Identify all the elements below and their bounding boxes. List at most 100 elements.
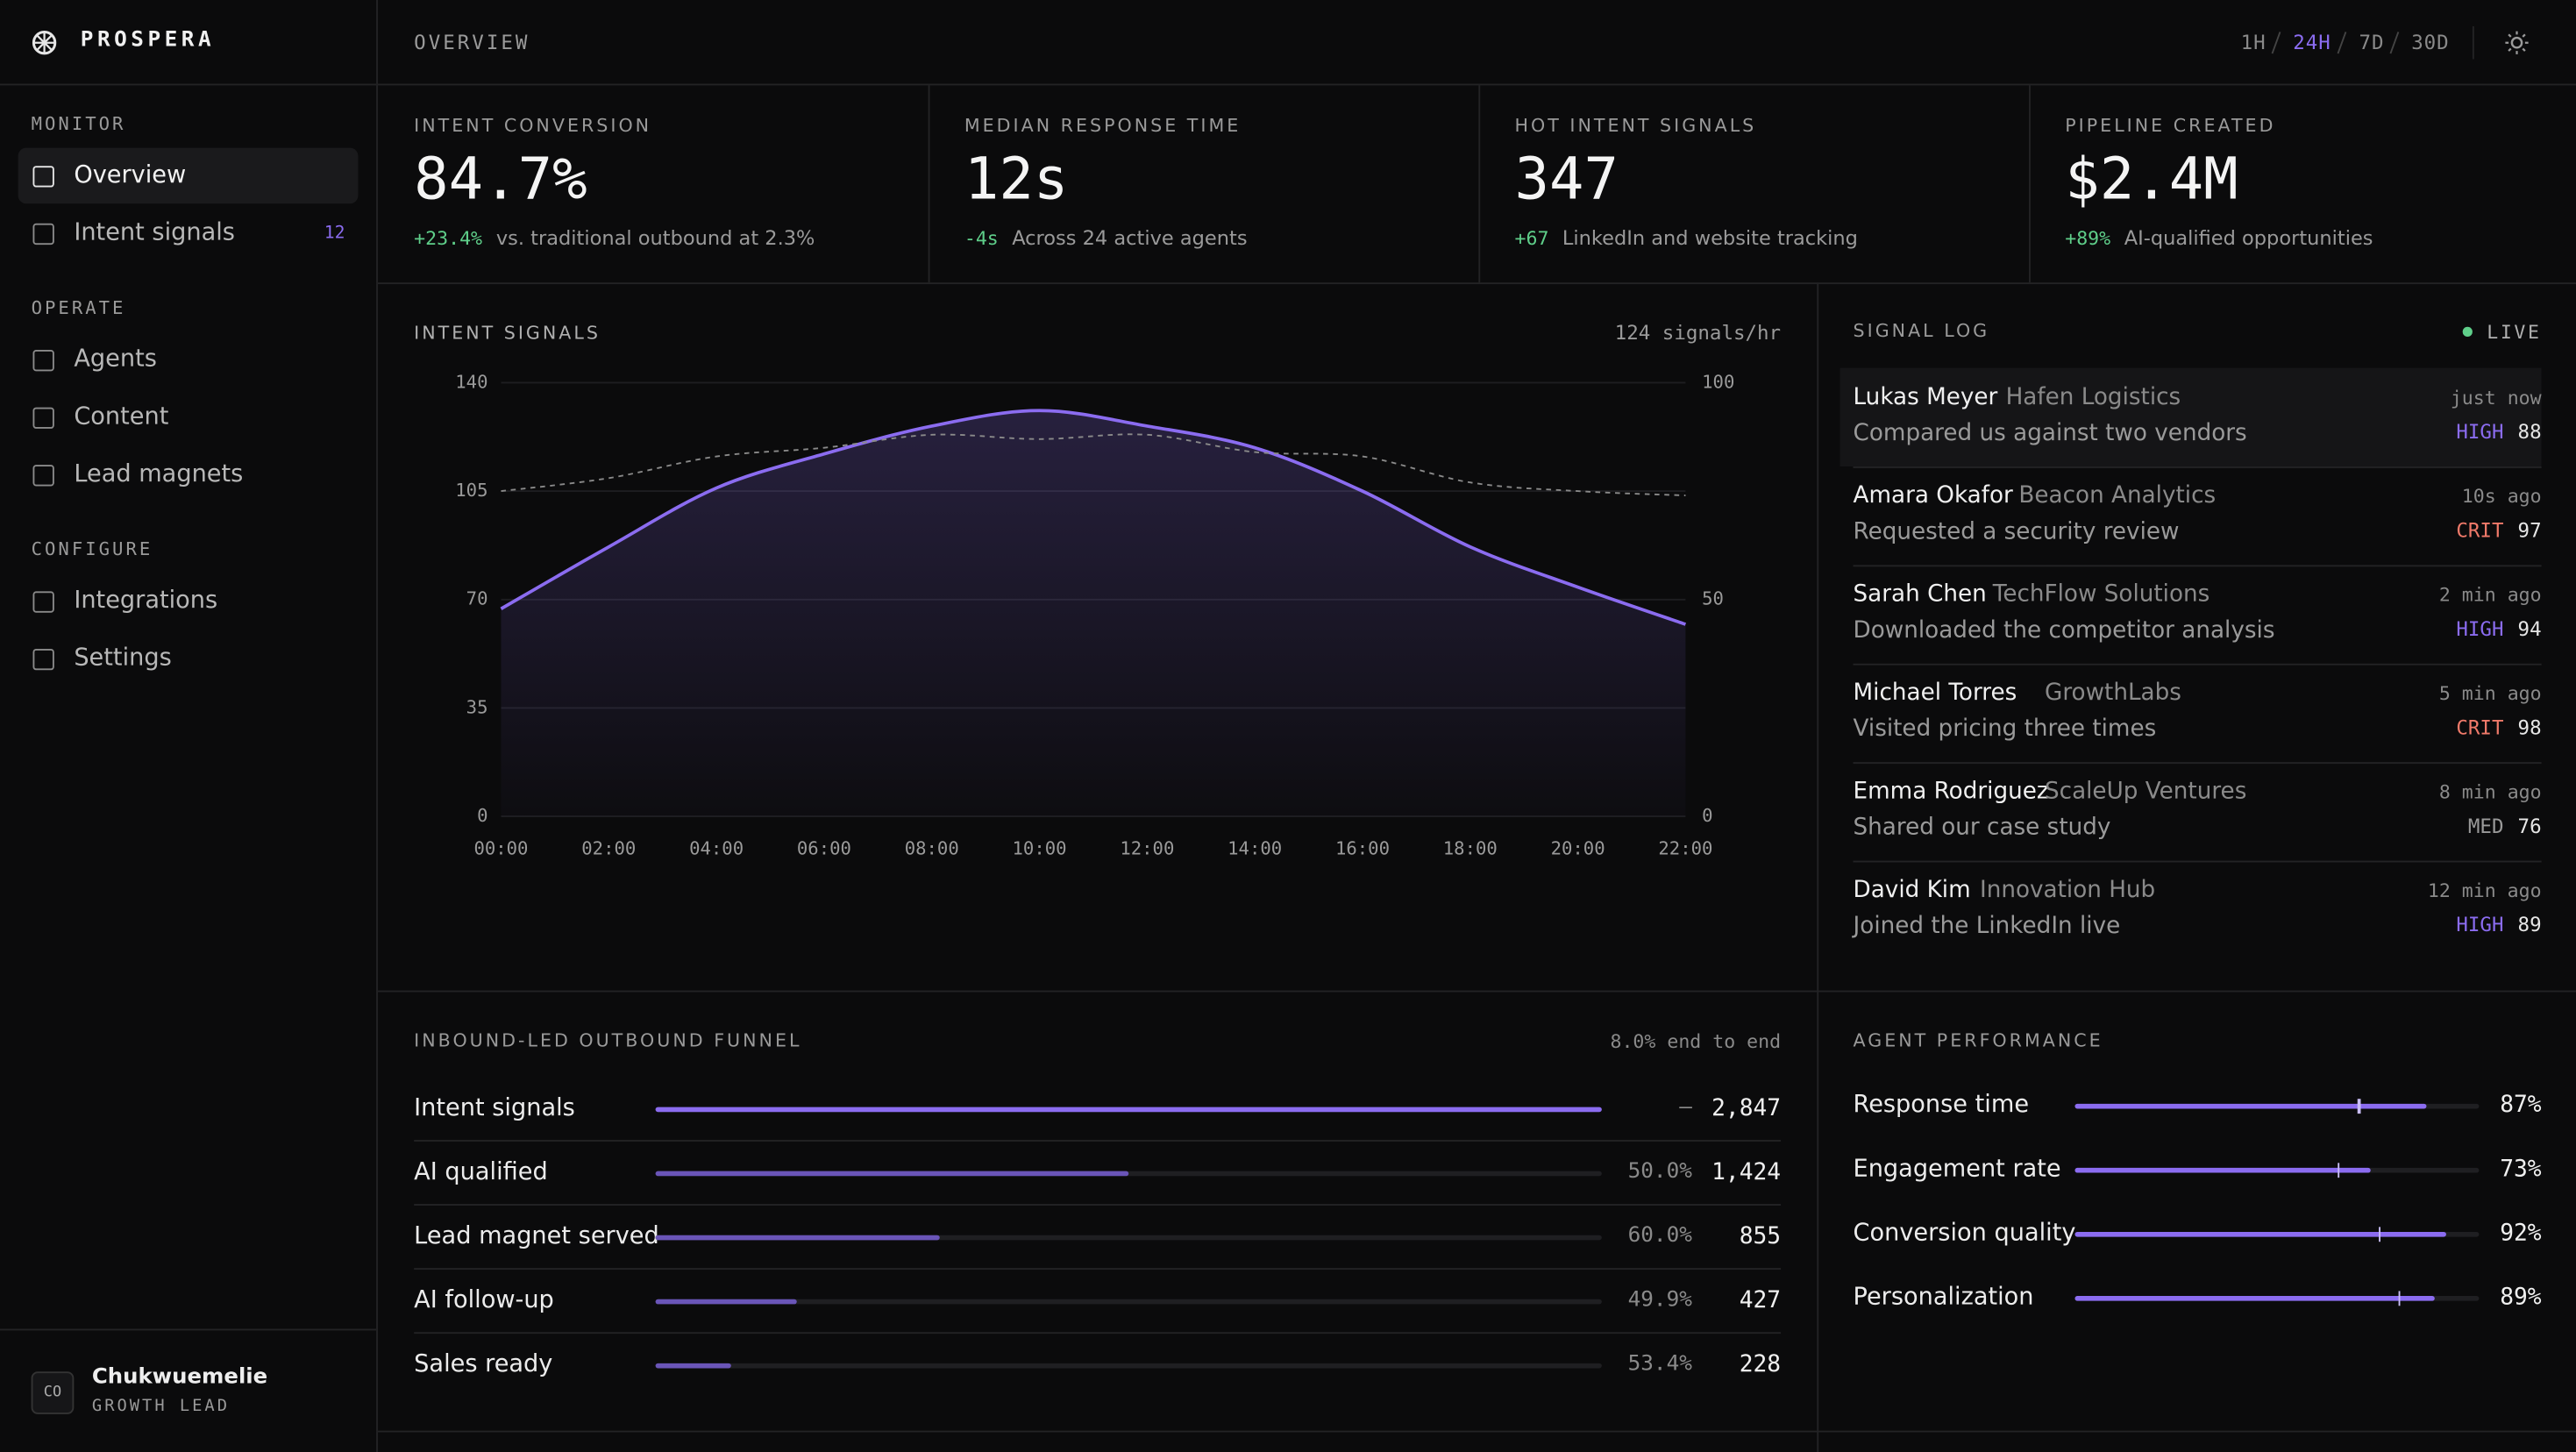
user-role: GROWTH LEAD (91, 1398, 230, 1416)
metric-bar (2074, 1231, 2447, 1237)
section-title: OPERATE (31, 297, 126, 319)
kpi-note: AI-qualified opportunities (2124, 226, 2373, 250)
range-option[interactable]: 7D (2359, 31, 2385, 54)
x-tick-label: 04:00 (689, 837, 744, 858)
nav-item[interactable]: Settings (74, 645, 172, 673)
theme-toggle[interactable] (2504, 30, 2530, 56)
bar-track (655, 1235, 1602, 1241)
nav-item[interactable]: Overview (74, 162, 187, 189)
chart-subtitle: 124 signals/hr (1615, 322, 1781, 345)
metric-value: 87% (2500, 1092, 2542, 1119)
entry-highlight (1839, 367, 2542, 467)
entry-name[interactable]: Amara Okafor (1853, 482, 2013, 509)
entry-name[interactable]: David Kim (1853, 877, 1971, 904)
row-divider (414, 1332, 1782, 1335)
sidebar-divider (376, 0, 378, 1452)
stage-count: 2,847 (1711, 1095, 1782, 1122)
funnel-bar (655, 1171, 1129, 1177)
nav-item[interactable]: Agents (74, 346, 157, 374)
entry-action: Visited pricing three times (1853, 715, 2157, 743)
metric-bar (2074, 1103, 2427, 1109)
nav-item[interactable]: Integrations (74, 587, 218, 615)
nav-icon (32, 350, 54, 372)
row-divider (414, 1140, 1782, 1142)
nav-icon (32, 407, 54, 429)
kpi-value: $2.4M (2065, 147, 2238, 214)
metric-value: 89% (2500, 1284, 2542, 1311)
nav-item[interactable]: Lead magnets (74, 461, 244, 488)
entry-time: just now (2450, 386, 2542, 409)
panel-title: INBOUND-LED OUTBOUND FUNNEL (414, 1029, 802, 1051)
entry-name[interactable]: Emma Rodriguez (1853, 778, 2049, 805)
stage-name: Intent signals (414, 1095, 575, 1122)
entry-score: 76 (2517, 815, 2542, 838)
entry-action: Requested a security review (1853, 518, 2180, 545)
x-tick-label: 22:00 (1658, 837, 1712, 858)
chart-title: INTENT SIGNALS (414, 322, 601, 343)
y-tick-label: 35 (466, 696, 488, 717)
brand-logo (32, 31, 57, 55)
range-option[interactable]: 1H (2240, 31, 2266, 54)
funnel-bar (655, 1107, 1602, 1113)
stage-rate: 60.0% (1627, 1223, 1692, 1249)
entry-company: GrowthLabs (2044, 680, 2181, 707)
entry-divider (1853, 762, 2542, 765)
entry-score: 89 (2517, 913, 2542, 936)
entry-score: 94 (2517, 617, 2542, 641)
entry-level: HIGH (2456, 420, 2504, 444)
kpi-value: 84.7% (414, 147, 587, 214)
entry-divider (1853, 860, 2542, 863)
entry-level: CRIT (2456, 518, 2504, 543)
entry-time: 5 min ago (2438, 681, 2542, 705)
y2-tick-label: 50 (1702, 588, 1724, 609)
stage-count: 855 (1739, 1223, 1782, 1250)
user-avatar: CO (31, 1371, 75, 1414)
stage-count: 228 (1739, 1351, 1782, 1378)
entry-time: 12 min ago (2427, 879, 2542, 902)
funnel-bar (655, 1235, 940, 1241)
entry-score: 97 (2517, 518, 2542, 543)
stage-name: AI qualified (414, 1159, 548, 1186)
x-tick-label: 12:00 (1120, 837, 1174, 858)
panel-divider (1817, 282, 1819, 1452)
row-divider (414, 1268, 1782, 1270)
live-dot (2462, 326, 2473, 338)
range-option[interactable]: 24H (2293, 31, 2331, 54)
nav-item[interactable]: Intent signals (74, 220, 235, 246)
y-tick-label: 70 (466, 588, 488, 609)
kpi-divider (2029, 85, 2031, 283)
row-divider (414, 1204, 1782, 1206)
panel-divider (377, 1430, 2576, 1433)
nav-item[interactable]: Content (74, 403, 169, 431)
y2-tick-label: 100 (1702, 371, 1734, 392)
intent-chart: INTENT SIGNALS 124 signals/hr 0 35 70 105 140 0… (414, 322, 1781, 859)
entry-time: 8 min ago (2438, 779, 2542, 804)
entry-level: HIGH (2456, 617, 2504, 641)
entry-name[interactable]: Lukas Meyer (1853, 384, 1998, 411)
metric-target (2358, 1099, 2360, 1114)
entry-action: Downloaded the competitor analysis (1853, 617, 2275, 644)
range-option[interactable]: 30D (2411, 31, 2450, 54)
kpi-divider (1478, 85, 1481, 283)
kpi-delta: +23.4% (414, 226, 483, 250)
kpi-label: MEDIAN RESPONSE TIME (964, 115, 1242, 137)
nav-icon (32, 166, 54, 188)
entry-level: CRIT (2456, 715, 2504, 739)
x-tick-label: 06:00 (797, 837, 851, 858)
entry-name[interactable]: Sarah Chen (1853, 581, 1987, 609)
kpi-delta: -4s (964, 226, 999, 250)
entry-name[interactable]: Michael Torres (1853, 680, 2017, 707)
x-tick-label: 16:00 (1335, 837, 1390, 858)
metric-target (2338, 1163, 2340, 1178)
line (501, 433, 1686, 496)
entry-company: Innovation Hub (1979, 877, 2156, 904)
nav-icon (32, 591, 54, 613)
y-tick-label: 105 (455, 480, 487, 501)
entry-score: 98 (2517, 715, 2542, 739)
metric-bar (2074, 1296, 2435, 1301)
entry-company: ScaleUp Ventures (2044, 778, 2247, 805)
header-separator (2472, 25, 2474, 60)
metric-value: 73% (2500, 1156, 2542, 1183)
metric-value: 92% (2500, 1220, 2542, 1247)
